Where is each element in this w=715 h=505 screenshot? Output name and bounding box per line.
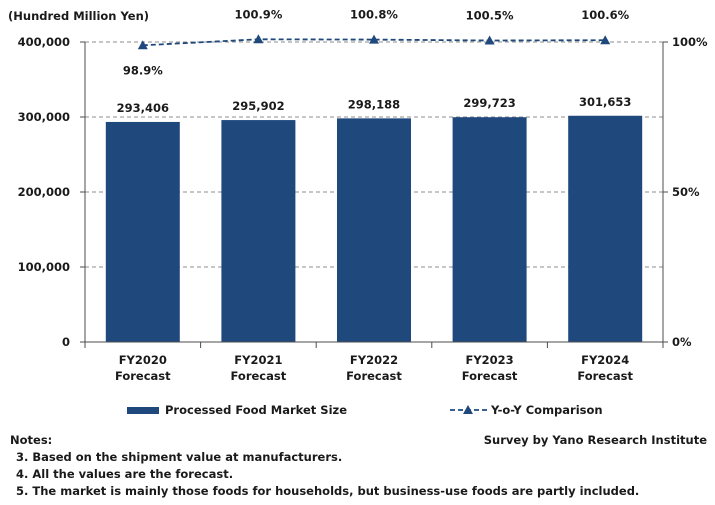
notes-heading: Notes: <box>10 433 53 447</box>
yoy-marker <box>253 34 264 44</box>
y-left-tick-label: 200,000 <box>18 185 70 199</box>
x-tick-label: Forecast <box>115 369 171 383</box>
y-right-tick-label: 0% <box>672 335 692 349</box>
x-tick-label: Forecast <box>231 369 287 383</box>
bar-value-label: 293,406 <box>117 101 169 115</box>
x-tick-label: Forecast <box>577 369 633 383</box>
x-tick-label: FY2024 <box>581 353 629 367</box>
y-left-tick-label: 300,000 <box>18 110 70 124</box>
x-tick-label: FY2021 <box>234 353 282 367</box>
y-right-tick-label: 100% <box>672 35 708 49</box>
yoy-marker <box>600 35 611 45</box>
y-left-tick-label: 0 <box>62 335 70 349</box>
yoy-value-label: 100.6% <box>581 8 629 22</box>
y-left-tick-label: 100,000 <box>18 260 70 274</box>
y-left-tick-label: 400,000 <box>18 35 70 49</box>
yoy-value-label: 100.5% <box>466 9 514 23</box>
chart: (Hundred Million Yen) 0 100,000 200,000 300,… <box>8 7 708 417</box>
bar-value-label: 298,188 <box>348 97 400 111</box>
note-item: 4. All the values are the forecast. <box>16 467 234 481</box>
yoy-line <box>142 38 606 47</box>
y-axis-unit-label: (Hundred Million Yen) <box>8 9 149 23</box>
yoy-value-label: 100.9% <box>234 7 282 21</box>
note-item: 3. Based on the shipment value at manufa… <box>16 450 343 464</box>
legend-bar-label: Processed Food Market Size <box>165 403 347 417</box>
yoy-marker <box>369 34 379 44</box>
legend-line-label: Y-o-Y Comparison <box>490 403 603 417</box>
note-item: 5. The market is mainly those foods for … <box>16 484 640 498</box>
bar <box>105 121 180 343</box>
x-tick-label: Forecast <box>462 369 518 383</box>
notes-section: Notes: 3. Based on the shipment value at… <box>10 432 710 500</box>
bar-value-label: 295,902 <box>232 99 284 113</box>
bar <box>568 115 643 342</box>
bar-value-label: 301,653 <box>579 95 631 109</box>
bar <box>221 120 296 342</box>
x-tick-label: FY2022 <box>350 353 398 367</box>
legend-line-marker <box>463 405 473 414</box>
bar <box>337 118 411 342</box>
x-tick-label: Forecast <box>346 369 402 383</box>
x-tick-label: FY2020 <box>119 353 167 367</box>
x-tick-label: FY2023 <box>465 353 513 367</box>
legend-bar-swatch <box>127 407 159 414</box>
source-credit: Survey by Yano Research Institute <box>483 433 707 447</box>
bar-value-label: 299,723 <box>463 96 515 110</box>
yoy-value-label: 98.9% <box>123 63 163 77</box>
yoy-marker <box>484 35 495 45</box>
bar <box>452 117 527 342</box>
yoy-value-label: 100.8% <box>350 8 398 22</box>
yoy-marker <box>137 40 148 50</box>
y-right-tick-label: 50% <box>672 185 700 199</box>
